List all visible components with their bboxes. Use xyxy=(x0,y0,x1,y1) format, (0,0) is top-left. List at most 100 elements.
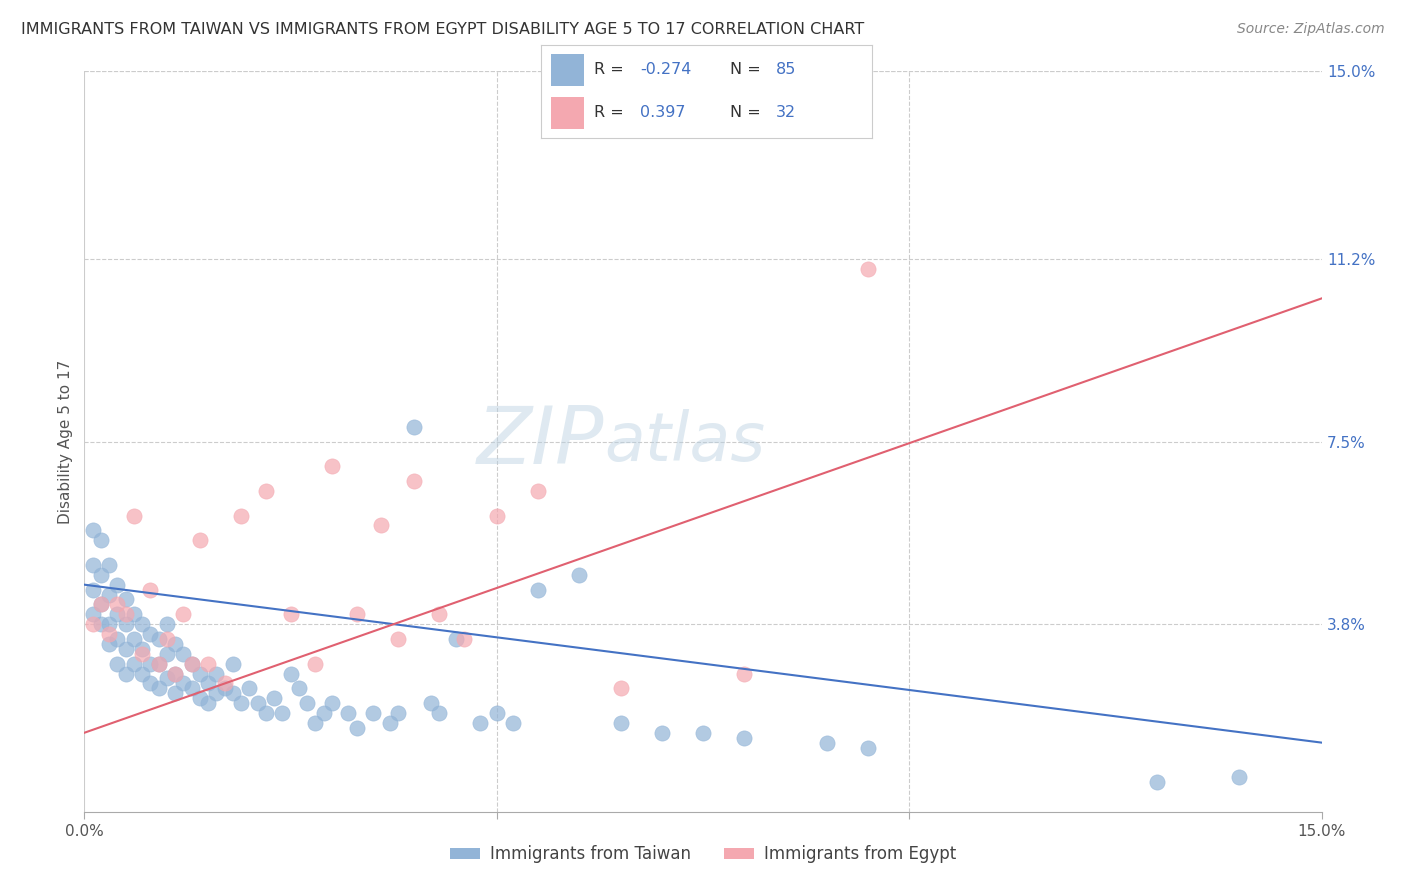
Point xyxy=(114,666,136,681)
Point xyxy=(197,657,219,671)
Point xyxy=(122,632,145,646)
Point xyxy=(609,715,631,730)
Point xyxy=(172,607,194,622)
Point xyxy=(105,577,128,591)
Point xyxy=(321,459,343,474)
Point xyxy=(733,666,755,681)
Text: N =: N = xyxy=(730,105,765,120)
Point xyxy=(427,706,450,720)
Point xyxy=(114,641,136,656)
Point xyxy=(131,666,153,681)
Point xyxy=(815,736,838,750)
Point xyxy=(263,691,285,706)
Point xyxy=(122,508,145,523)
Point xyxy=(246,696,269,710)
Point xyxy=(180,657,202,671)
Point xyxy=(105,598,128,612)
Legend: Immigrants from Taiwan, Immigrants from Egypt: Immigrants from Taiwan, Immigrants from … xyxy=(443,838,963,870)
Point xyxy=(114,617,136,632)
Point xyxy=(156,632,179,646)
Point xyxy=(156,647,179,661)
Point xyxy=(148,657,170,671)
Point xyxy=(82,617,104,632)
Point xyxy=(387,632,409,646)
Point xyxy=(165,666,187,681)
Point xyxy=(254,706,277,720)
Point xyxy=(387,706,409,720)
Bar xyxy=(551,97,585,129)
Point xyxy=(156,617,179,632)
Text: R =: R = xyxy=(595,105,634,120)
Point xyxy=(148,632,170,646)
Point xyxy=(346,607,368,622)
Point xyxy=(165,686,187,700)
Point xyxy=(139,676,162,690)
Point xyxy=(98,558,121,572)
Point xyxy=(419,696,441,710)
Point xyxy=(229,508,252,523)
Point xyxy=(131,641,153,656)
Text: IMMIGRANTS FROM TAIWAN VS IMMIGRANTS FROM EGYPT DISABILITY AGE 5 TO 17 CORRELATI: IMMIGRANTS FROM TAIWAN VS IMMIGRANTS FRO… xyxy=(21,22,865,37)
Point xyxy=(692,725,714,739)
Point xyxy=(82,607,104,622)
Point xyxy=(502,715,524,730)
Point xyxy=(139,582,162,597)
Point xyxy=(122,657,145,671)
Point xyxy=(188,533,211,548)
Point xyxy=(82,558,104,572)
Point xyxy=(98,627,121,641)
Point xyxy=(1227,770,1250,784)
Point xyxy=(172,647,194,661)
Point xyxy=(229,696,252,710)
Point xyxy=(165,666,187,681)
Point xyxy=(197,676,219,690)
Point xyxy=(527,582,550,597)
Point xyxy=(856,261,879,276)
Point xyxy=(98,637,121,651)
Point xyxy=(271,706,294,720)
Point xyxy=(214,681,236,696)
Point xyxy=(139,627,162,641)
Point xyxy=(131,647,153,661)
Point xyxy=(337,706,360,720)
Point xyxy=(180,681,202,696)
Point xyxy=(222,686,245,700)
Point xyxy=(82,582,104,597)
Text: Source: ZipAtlas.com: Source: ZipAtlas.com xyxy=(1237,22,1385,37)
Point xyxy=(485,706,508,720)
Text: -0.274: -0.274 xyxy=(641,62,692,78)
Point xyxy=(378,715,401,730)
Y-axis label: Disability Age 5 to 17: Disability Age 5 to 17 xyxy=(58,359,73,524)
Text: N =: N = xyxy=(730,62,765,78)
Text: R =: R = xyxy=(595,62,628,78)
Point xyxy=(165,637,187,651)
Point xyxy=(312,706,335,720)
Point xyxy=(205,686,228,700)
Point xyxy=(453,632,475,646)
Point xyxy=(404,474,426,488)
Point xyxy=(82,524,104,538)
Point xyxy=(733,731,755,745)
Point xyxy=(321,696,343,710)
Point xyxy=(609,681,631,696)
Point xyxy=(105,632,128,646)
Point xyxy=(404,419,426,434)
Point xyxy=(90,533,112,548)
Point xyxy=(214,676,236,690)
Point xyxy=(148,681,170,696)
Point xyxy=(346,721,368,735)
Point xyxy=(197,696,219,710)
Point xyxy=(856,740,879,755)
Point xyxy=(361,706,384,720)
Point xyxy=(1146,775,1168,789)
Point xyxy=(651,725,673,739)
Point xyxy=(470,715,492,730)
Text: 32: 32 xyxy=(776,105,796,120)
Point xyxy=(254,483,277,498)
Point xyxy=(114,607,136,622)
Point xyxy=(90,567,112,582)
Bar xyxy=(551,54,585,86)
Point xyxy=(90,598,112,612)
Point xyxy=(304,657,326,671)
Point xyxy=(295,696,318,710)
